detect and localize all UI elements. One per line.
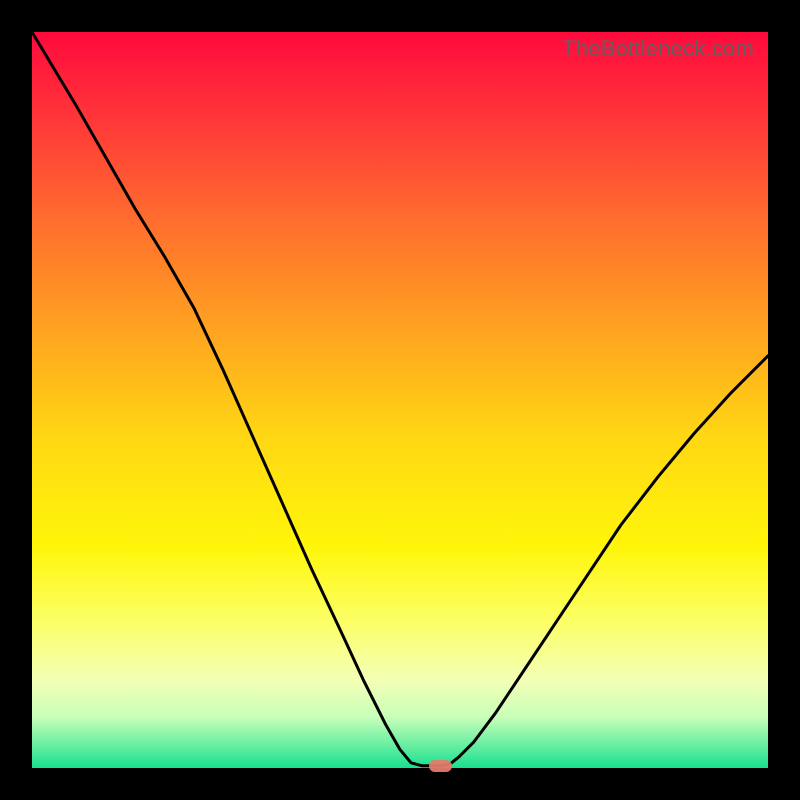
minimum-marker (429, 760, 453, 772)
chart-plot-area: TheBottleneck.com (32, 32, 768, 768)
bottleneck-curve (32, 32, 768, 768)
chart-frame: TheBottleneck.com (0, 0, 800, 800)
curve-path (32, 32, 768, 766)
